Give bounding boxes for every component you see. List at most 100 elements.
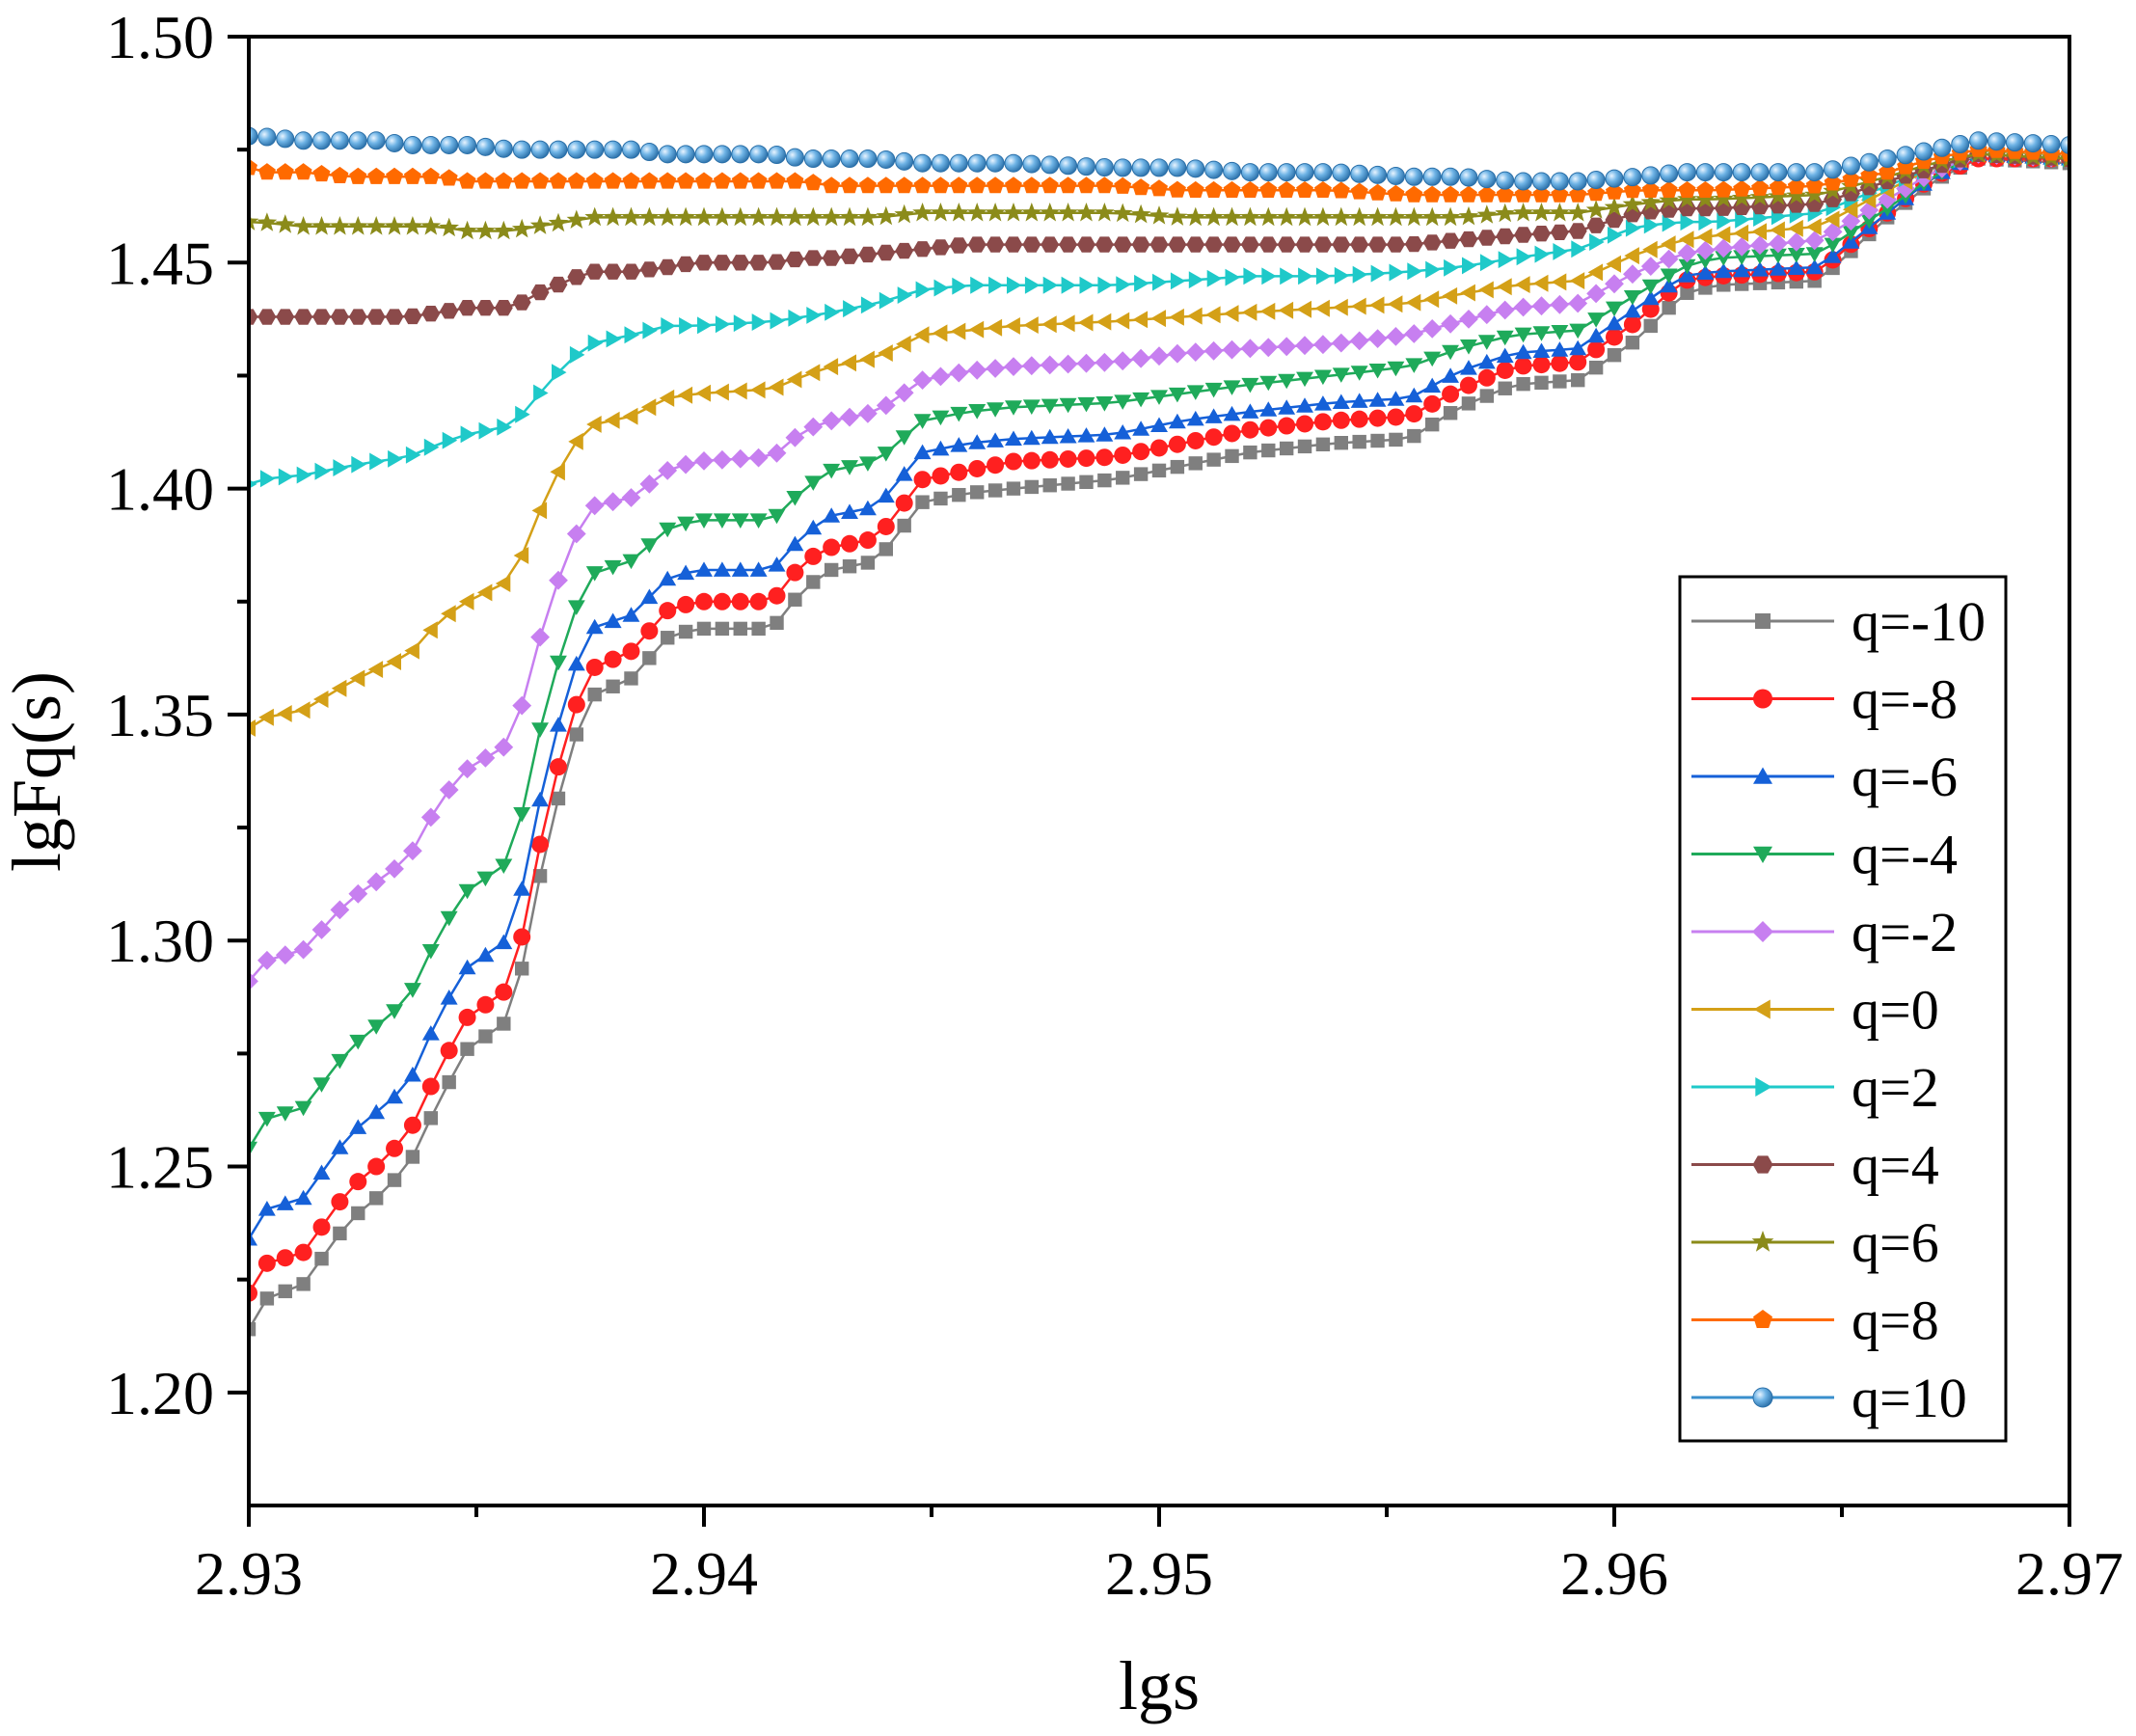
data-point-q=-6-6 xyxy=(349,1119,367,1134)
data-point-q=-8-35 xyxy=(877,517,895,535)
data-point-q=-8-8 xyxy=(386,1139,404,1157)
data-point-q=6-40 xyxy=(966,203,987,222)
data-point-q=-8-14 xyxy=(495,983,513,1001)
data-point-q=-8-67 xyxy=(1459,376,1477,394)
data-point-q=6-65 xyxy=(1421,206,1443,227)
data-point-q=-4-40 xyxy=(968,404,987,420)
data-point-q=6-36 xyxy=(894,203,914,224)
data-point-q=6-51 xyxy=(1167,206,1188,226)
data-point-q=-10-60 xyxy=(1334,436,1348,450)
data-point-q=10-32 xyxy=(822,149,841,169)
data-point-q=2-30 xyxy=(788,309,803,327)
data-point-q=2-64 xyxy=(1407,262,1422,281)
data-point-q=-4-85 xyxy=(1787,248,1805,263)
data-point-q=8-9 xyxy=(403,167,421,184)
data-point-q=-6-55 xyxy=(1241,403,1259,419)
data-point-q=-8-18 xyxy=(567,695,585,714)
data-point-q=6-74 xyxy=(1585,200,1607,219)
data-point-q=-2-83 xyxy=(1750,235,1770,256)
data-point-q=-2-24 xyxy=(676,454,695,475)
data-point-q=-2-53 xyxy=(1203,340,1224,361)
data-point-q=-6-20 xyxy=(604,612,622,629)
data-point-q=-6-9 xyxy=(404,1066,421,1082)
data-point-q=0-22 xyxy=(640,398,657,417)
data-point-q=0-35 xyxy=(878,344,893,362)
data-point-q=-10-3 xyxy=(296,1277,311,1291)
legend-label: q=2 xyxy=(1852,1056,1939,1119)
data-point-q=-6-27 xyxy=(731,561,749,577)
legend-item-q=10: q=10 xyxy=(1691,1367,1967,1429)
data-point-q=-2-74 xyxy=(1586,284,1606,304)
data-point-q=-4-66 xyxy=(1442,344,1459,361)
data-point-q=-4-0 xyxy=(249,1141,257,1157)
data-point-q=2-80 xyxy=(1698,213,1714,231)
data-point-q=4-35 xyxy=(877,244,896,261)
legend-item-q=-10: q=-10 xyxy=(1691,590,1986,653)
data-point-q=10-40 xyxy=(967,153,987,173)
data-point-q=6-29 xyxy=(767,206,787,227)
data-point-q=8-6 xyxy=(349,167,367,184)
data-point-q=-6-78 xyxy=(1660,277,1678,293)
data-point-q=4-74 xyxy=(1586,217,1606,233)
data-point-q=8-68 xyxy=(1477,185,1496,203)
series-q=10 xyxy=(249,126,2069,191)
data-point-q=-10-4 xyxy=(314,1251,329,1266)
data-point-q=6-67 xyxy=(1458,205,1479,226)
data-point-q=2-12 xyxy=(460,425,476,444)
y-tick-label: 1.45 xyxy=(106,229,214,297)
data-point-q=0-66 xyxy=(1442,286,1458,305)
data-point-q=6-30 xyxy=(785,206,805,227)
data-point-q=2-18 xyxy=(569,345,585,364)
data-point-q=-8-4 xyxy=(312,1218,331,1236)
data-point-q=0-34 xyxy=(859,350,875,368)
data-point-q=4-45 xyxy=(1059,236,1077,253)
data-point-q=-4-26 xyxy=(713,513,731,529)
data-point-q=10-65 xyxy=(1422,167,1442,186)
data-point-q=2-47 xyxy=(1097,276,1113,294)
data-point-q=8-71 xyxy=(1532,185,1551,203)
data-point-q=2-27 xyxy=(733,314,749,333)
data-point-q=-8-55 xyxy=(1241,420,1259,439)
data-point-q=6-31 xyxy=(803,206,824,227)
data-point-q=-10-17 xyxy=(551,791,566,806)
data-point-q=2-75 xyxy=(1608,226,1623,244)
data-point-q=-8-76 xyxy=(1623,315,1641,334)
data-point-q=-6-29 xyxy=(768,556,786,572)
data-point-q=8-63 xyxy=(1387,184,1405,202)
data-point-q=10-73 xyxy=(1568,172,1587,191)
x-tick-label: 2.94 xyxy=(650,1539,758,1608)
data-point-q=-6-28 xyxy=(749,561,768,577)
data-point-q=-10-33 xyxy=(842,559,857,574)
data-point-q=10-42 xyxy=(1004,153,1023,173)
legend-label: q=8 xyxy=(1852,1289,1939,1352)
data-point-q=10-88 xyxy=(1841,156,1860,176)
data-point-q=-2-76 xyxy=(1623,264,1642,285)
data-point-q=-2-42 xyxy=(1004,357,1023,376)
data-point-q=-4-31 xyxy=(804,475,823,491)
data-point-q=0-8 xyxy=(386,653,401,670)
data-point-q=8-11 xyxy=(440,169,458,186)
data-point-q=2-11 xyxy=(442,431,458,449)
data-point-q=-4-23 xyxy=(659,522,677,538)
data-point-q=-2-62 xyxy=(1367,329,1388,348)
data-point-q=0-36 xyxy=(896,335,911,353)
data-point-q=10-35 xyxy=(877,149,896,169)
data-point-q=4-59 xyxy=(1313,236,1333,253)
data-point-q=-8-59 xyxy=(1313,413,1332,431)
data-point-q=10-96 xyxy=(1987,132,2006,151)
data-point-q=10-49 xyxy=(1131,158,1150,177)
data-point-q=-4-79 xyxy=(1678,258,1696,275)
data-point-q=8-12 xyxy=(458,172,476,189)
series-q=4 xyxy=(249,146,2069,325)
data-point-q=-8-15 xyxy=(513,928,531,946)
data-point-q=-4-4 xyxy=(312,1077,331,1093)
y-tick-label: 1.50 xyxy=(106,3,214,71)
data-point-q=0-40 xyxy=(968,320,985,339)
data-point-q=2-79 xyxy=(1680,213,1696,231)
data-point-q=2-3 xyxy=(296,466,312,484)
data-point-q=10-3 xyxy=(294,131,313,150)
data-point-q=10-26 xyxy=(713,145,732,164)
data-point-q=-8-22 xyxy=(640,622,659,640)
data-point-q=8-82 xyxy=(1733,179,1751,197)
data-point-q=-4-65 xyxy=(1423,351,1442,367)
